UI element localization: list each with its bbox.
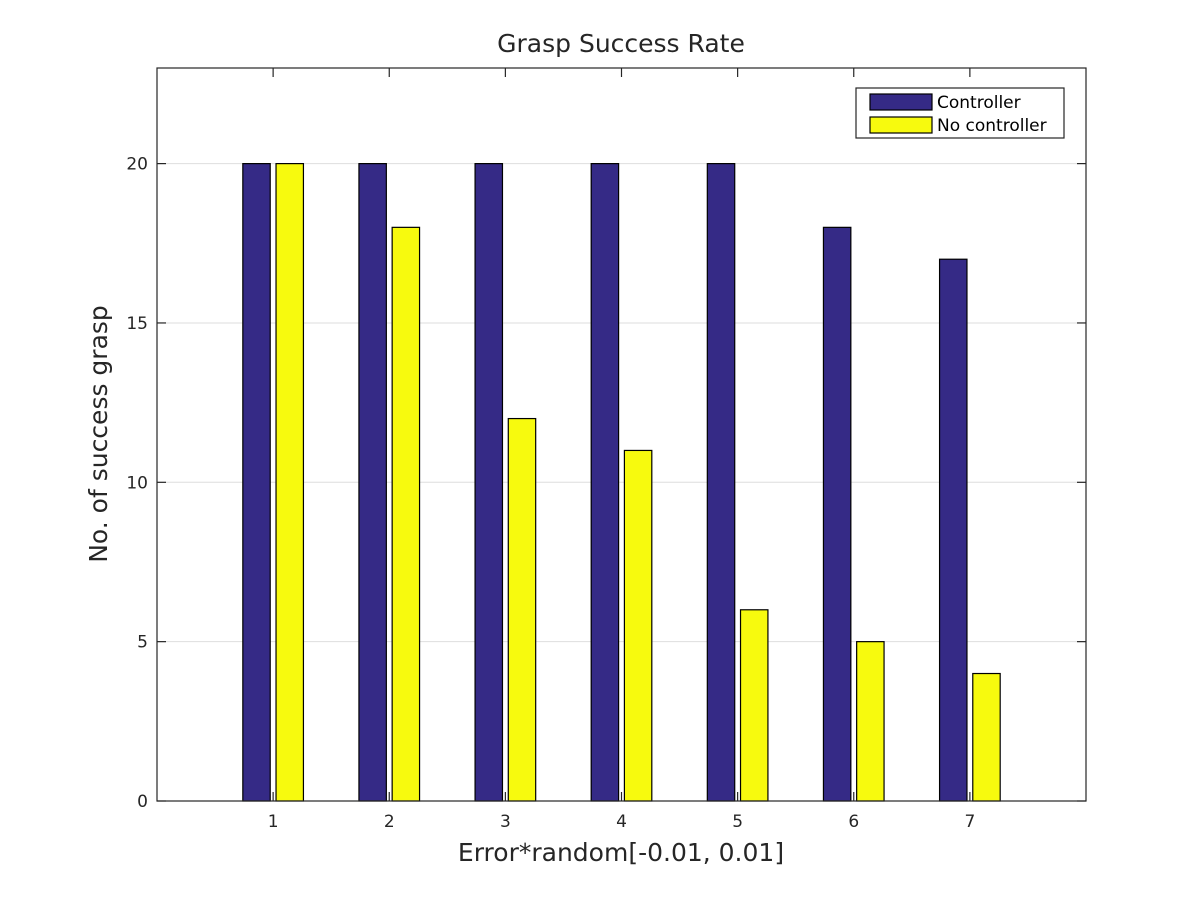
bar-controller-5 (706, 163, 736, 802)
y-tick-label: 20 (126, 155, 148, 175)
x-tick-label: 6 (848, 812, 859, 832)
bar-controller-6 (822, 226, 852, 802)
y-tick-label: 5 (137, 633, 148, 653)
bar-controller-4 (590, 163, 620, 802)
y-tick-label: 0 (137, 792, 148, 812)
bar-no-controller-6 (856, 641, 885, 802)
x-tick-label: 2 (384, 812, 395, 832)
bars (242, 163, 1001, 802)
y-tick-label: 15 (126, 314, 148, 334)
legend-swatch-controller (869, 93, 933, 111)
x-tick-label: 3 (500, 812, 511, 832)
y-axis-label: No. of success grasp (84, 305, 113, 563)
bar-no-controller-4 (623, 449, 653, 802)
x-tick-label: 1 (268, 812, 279, 832)
legend: Controller No controller (855, 87, 1065, 139)
bar-no-controller-1 (275, 163, 305, 802)
chart-title: Grasp Success Rate (497, 29, 745, 58)
legend-label: No controller (937, 116, 1047, 136)
legend-swatch-no-controller (869, 116, 933, 134)
x-axis-label: Error*random[-0.01, 0.01] (458, 838, 784, 867)
legend-label: Controller (937, 93, 1021, 113)
bar-controller-1 (242, 163, 271, 802)
bar-controller-3 (474, 163, 504, 802)
x-tick-label: 4 (616, 812, 627, 832)
bar-no-controller-2 (391, 226, 421, 802)
bar-no-controller-3 (507, 417, 537, 802)
y-tick-label: 10 (126, 473, 148, 493)
bar-controller-7 (938, 258, 968, 802)
grid-lines (157, 163, 1086, 643)
bar-no-controller-7 (972, 672, 1001, 802)
x-tick-label: 7 (964, 812, 975, 832)
x-tick-label: 5 (732, 812, 743, 832)
axis-ticks: 0 5 10 15 20 1 2 3 4 5 6 7 (126, 68, 1086, 832)
bar-controller-2 (358, 163, 387, 802)
bar-no-controller-5 (739, 609, 769, 802)
